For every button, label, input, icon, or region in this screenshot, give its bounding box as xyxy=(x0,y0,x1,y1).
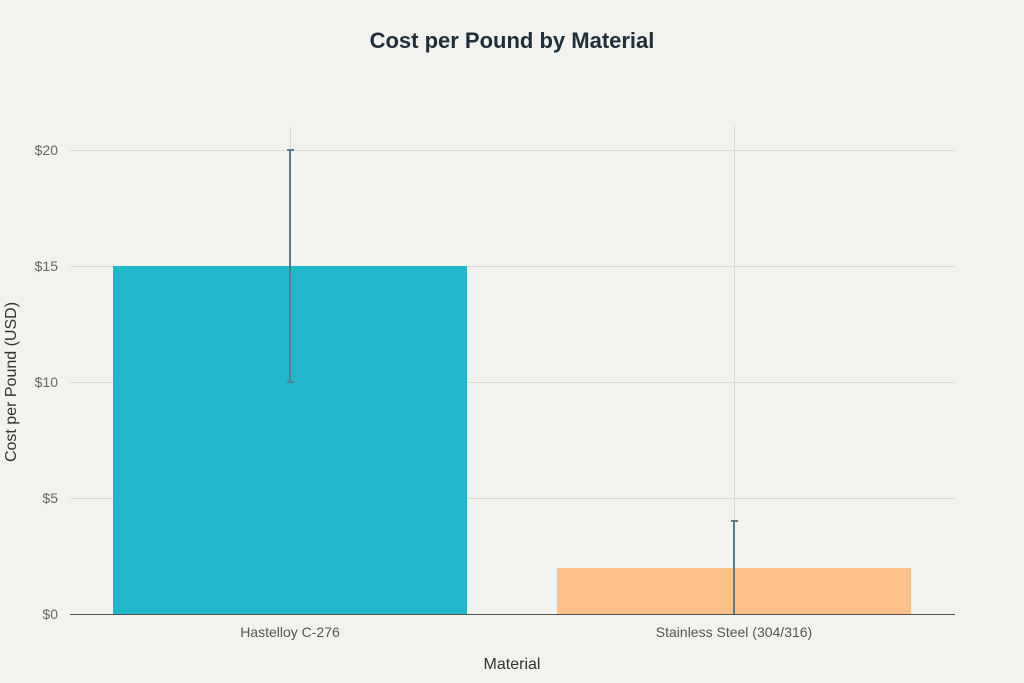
x-tick-stainless-steel: Stainless Steel (304/316) xyxy=(655,624,813,640)
y-tick: $0 xyxy=(42,606,58,622)
gridline xyxy=(70,382,955,383)
x-axis-line xyxy=(70,614,955,615)
plot-area xyxy=(70,126,955,614)
error-cap xyxy=(287,149,294,151)
y-tick: $20 xyxy=(34,142,58,158)
vertical-gridline xyxy=(734,126,735,614)
y-tick: $5 xyxy=(42,490,58,506)
error-bar-stainless-steel xyxy=(733,521,735,614)
gridline xyxy=(70,150,955,151)
x-axis-label: Material xyxy=(483,656,541,673)
y-tick: $10 xyxy=(34,374,58,390)
y-tick: $15 xyxy=(34,258,58,274)
gridline xyxy=(70,498,955,499)
gridline xyxy=(70,266,955,267)
error-cap xyxy=(731,520,738,522)
error-cap xyxy=(287,381,294,383)
error-bar-hastelloy xyxy=(289,150,291,382)
x-tick-hastelloy: Hastelloy C-276 xyxy=(240,624,340,640)
chart-title: Cost per Pound by Material xyxy=(369,28,655,53)
